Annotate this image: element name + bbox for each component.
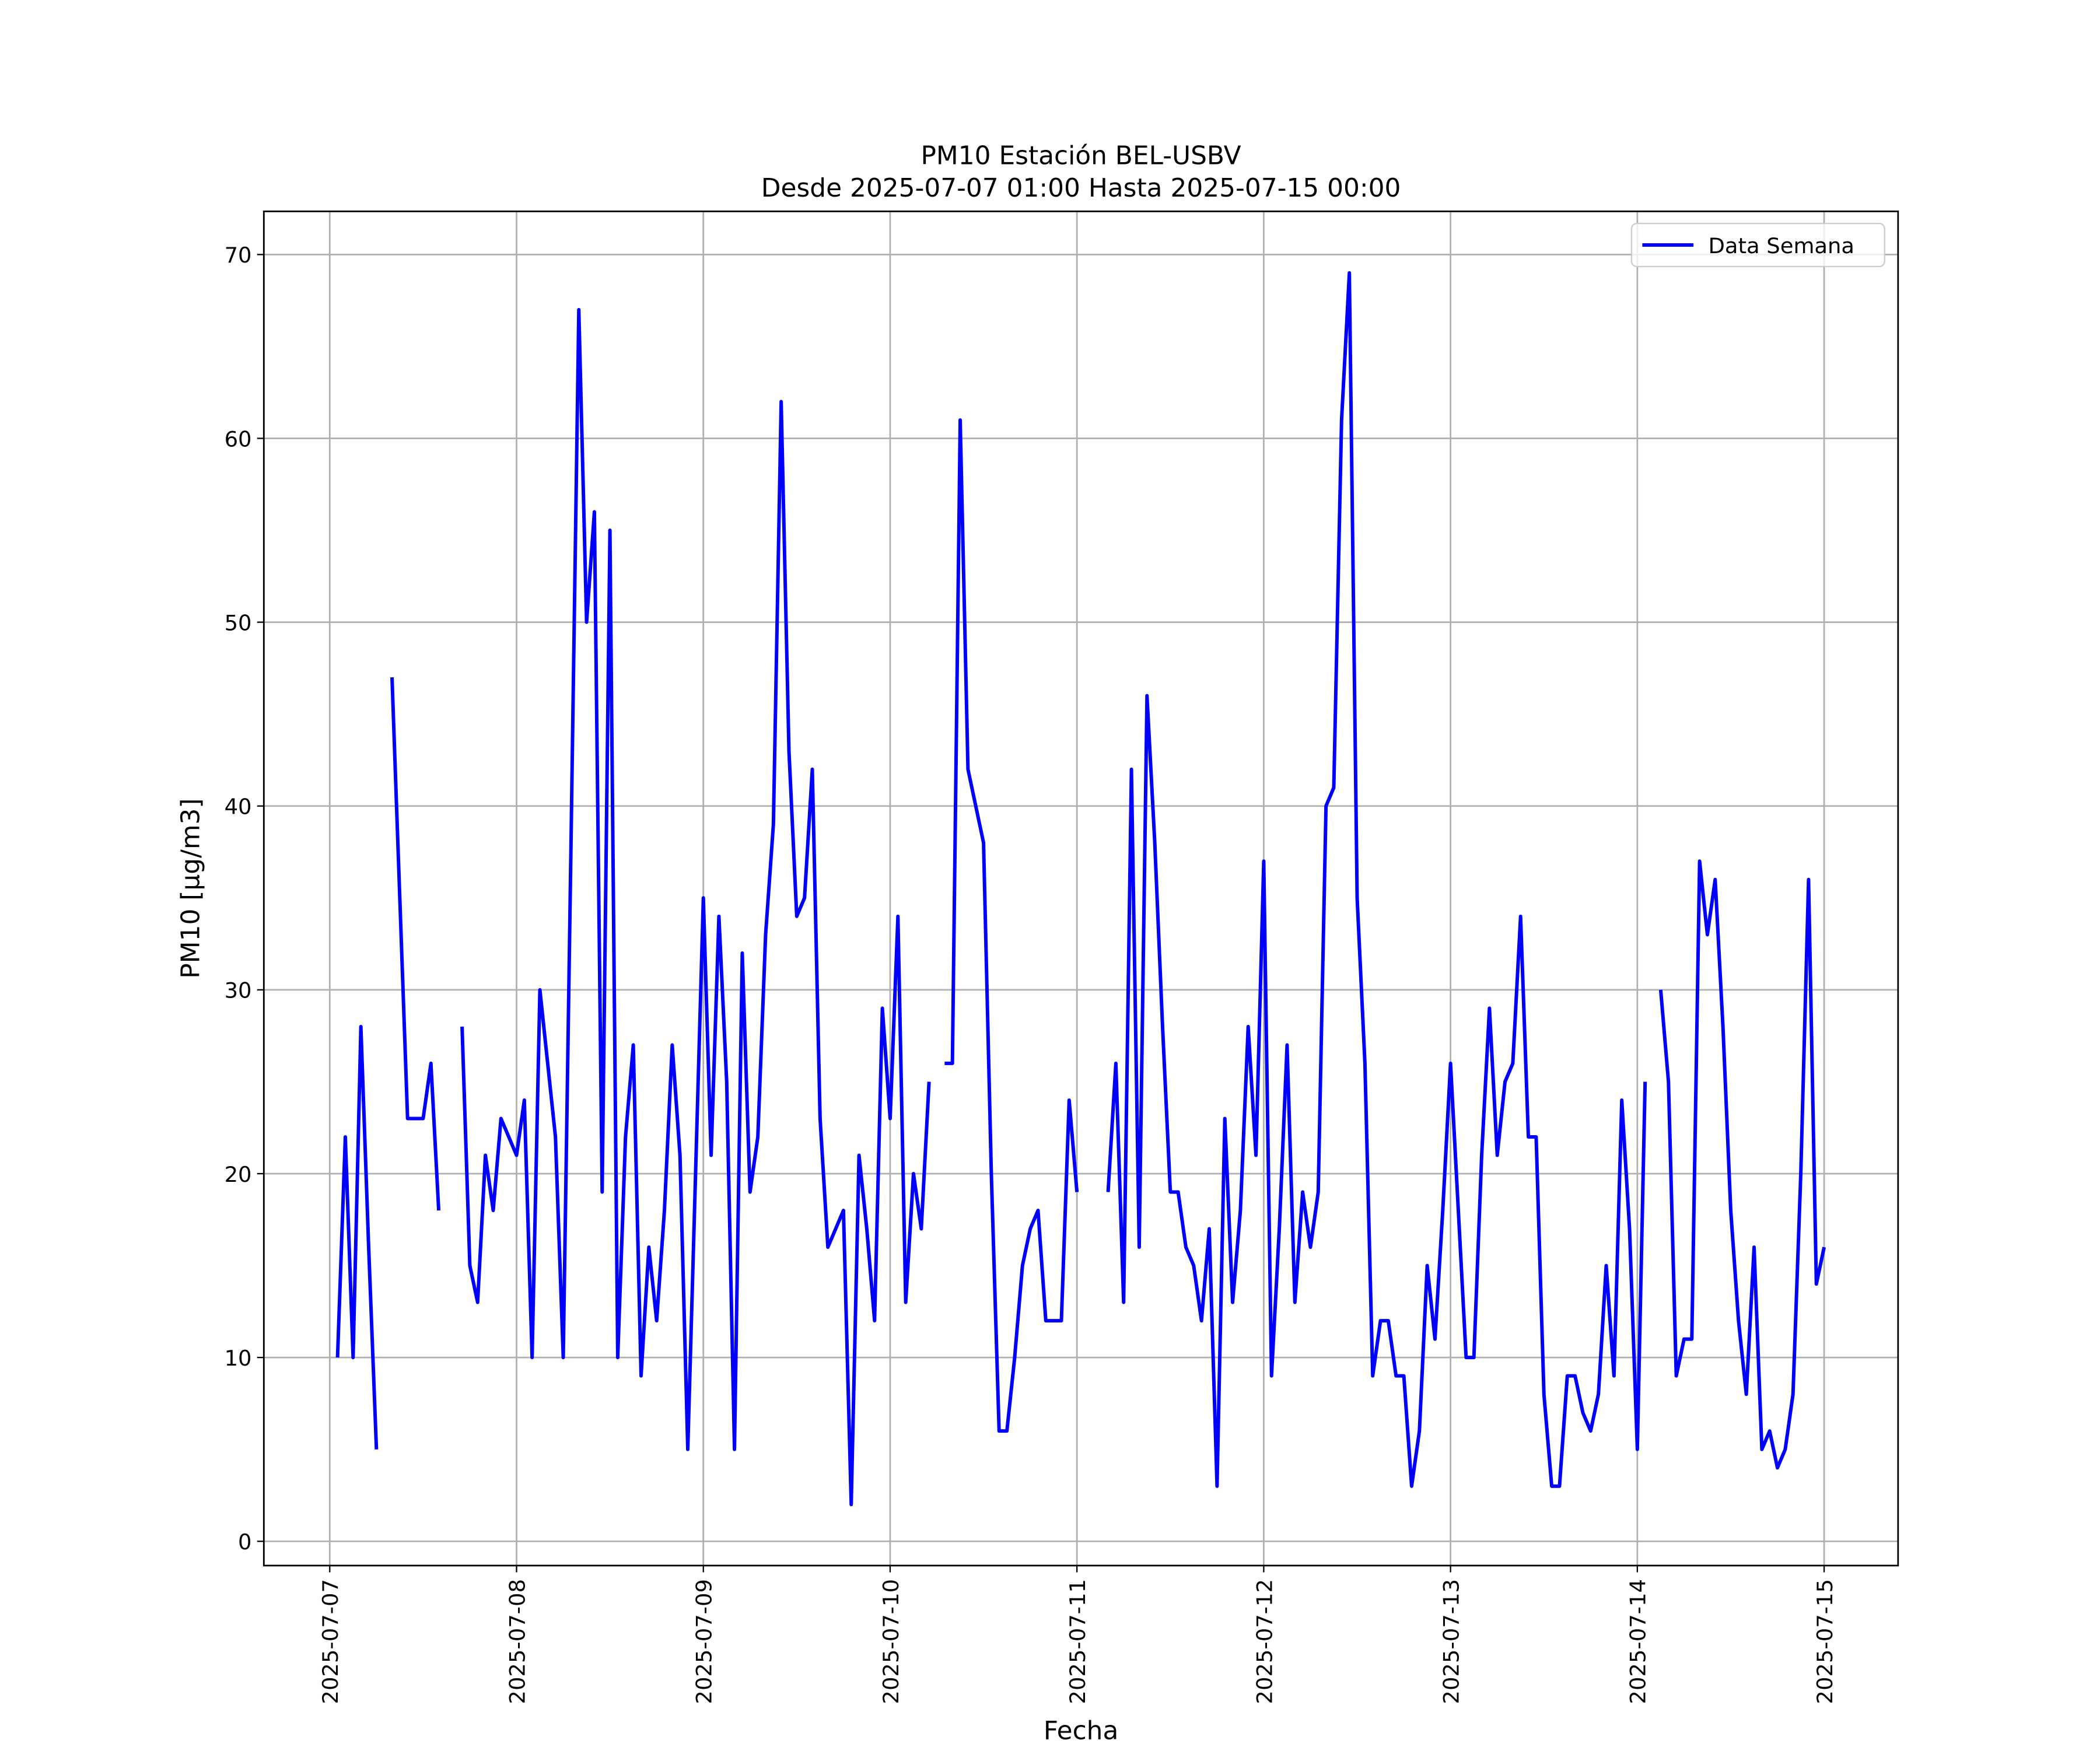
- y-tick-label: 40: [225, 794, 252, 820]
- x-tick-label: 2025-07-12: [1252, 1579, 1277, 1704]
- data-line: [390, 677, 441, 1211]
- y-tick-label: 20: [225, 1162, 252, 1187]
- data-line: [460, 307, 931, 1507]
- y-tick-label: 70: [225, 243, 252, 268]
- x-tick-label: 2025-07-09: [692, 1579, 717, 1704]
- x-tick-label: 2025-07-08: [505, 1579, 530, 1704]
- y-tick-label: 30: [225, 978, 252, 1003]
- x-tick-label: 2025-07-11: [1065, 1579, 1090, 1704]
- chart-subtitle: Desde 2025-07-07 01:00 Hasta 2025-07-15 …: [761, 173, 1401, 203]
- data-line: [944, 418, 1079, 1433]
- x-tick-label: 2025-07-10: [878, 1579, 904, 1704]
- legend-box: [1630, 222, 1885, 268]
- x-axis-label: Fecha: [1044, 1716, 1119, 1746]
- y-tick-label: 10: [225, 1346, 252, 1371]
- x-tick-label: 2025-07-07: [318, 1579, 343, 1704]
- legend-label: Data Semana: [1708, 233, 1854, 258]
- y-axis-label: PM10 [μg/m3]: [176, 798, 206, 978]
- chart-title: PM10 Estación BEL-USBV: [921, 141, 1241, 171]
- x-tick-label: 2025-07-14: [1626, 1579, 1651, 1704]
- y-tick-label: 60: [225, 426, 252, 452]
- y-tick-label: 0: [238, 1530, 251, 1555]
- x-tick-label: 2025-07-13: [1438, 1579, 1464, 1704]
- data-line: [1658, 859, 1826, 1470]
- x-tick-label: 2025-07-15: [1812, 1579, 1838, 1704]
- legend: Data Semana: [1630, 222, 1885, 268]
- plot-frame: [262, 210, 1899, 1567]
- data-line: [335, 1024, 379, 1450]
- data-line: [1106, 271, 1647, 1488]
- y-tick-label: 50: [225, 610, 252, 635]
